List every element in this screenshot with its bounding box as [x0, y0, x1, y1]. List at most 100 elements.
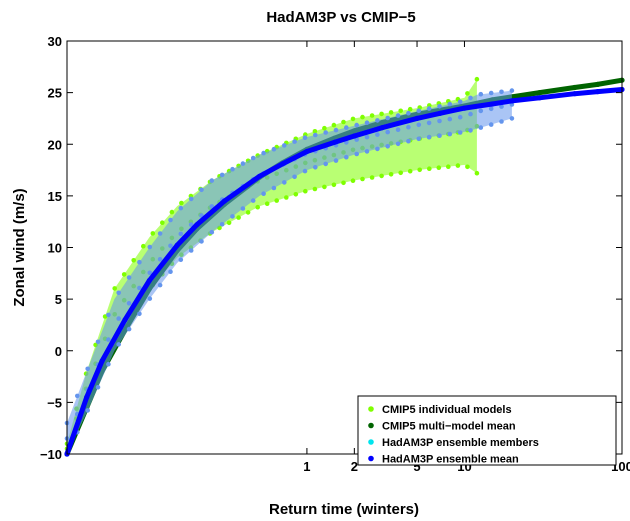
series-3-point	[178, 205, 184, 211]
series-1-point	[169, 209, 175, 215]
series-3-point	[313, 165, 318, 170]
series-3-point	[364, 134, 370, 140]
series-1-point	[236, 215, 241, 220]
series-3-point	[85, 366, 90, 372]
series-1-point	[446, 164, 451, 169]
series-3-point	[126, 301, 132, 306]
series-1-point	[465, 91, 470, 96]
series-3-point	[478, 108, 484, 114]
series-3-point	[240, 206, 246, 211]
series-1-point	[131, 258, 136, 263]
series-3-point	[168, 269, 173, 275]
series-1-point	[407, 168, 413, 174]
data-layer	[64, 76, 625, 457]
series-3-point	[499, 89, 504, 95]
x-tick-label: 1	[303, 459, 310, 474]
series-3-point	[416, 122, 422, 128]
series-1-point	[398, 108, 404, 114]
series-1-point	[331, 122, 337, 128]
series-3-point	[199, 239, 204, 244]
y-tick-label: 5	[55, 292, 62, 307]
series-1-point	[255, 204, 260, 210]
legend-box	[357, 395, 617, 466]
series-3-point	[116, 290, 121, 296]
series-3-point	[344, 154, 349, 160]
series-1-point	[465, 164, 470, 170]
series-1-point	[245, 210, 251, 215]
legend-marker-4	[368, 455, 374, 462]
series-3-point	[385, 115, 391, 121]
series-3-point	[106, 337, 111, 342]
series-1-point	[121, 272, 127, 277]
series-3-point	[437, 118, 442, 124]
series-3-point	[271, 185, 277, 191]
series-4-point	[256, 173, 263, 179]
series-3-point	[199, 187, 204, 193]
series-1-point	[474, 76, 480, 82]
series-3-point	[302, 168, 308, 174]
series-1-point	[264, 201, 270, 206]
series-3-point	[292, 174, 297, 180]
series-1-point	[293, 192, 299, 197]
series-3-point	[209, 204, 215, 209]
series-3-point	[106, 312, 111, 318]
series-3-point	[250, 198, 256, 203]
series-3-point	[509, 116, 515, 121]
series-4-point	[572, 91, 578, 97]
y-tick-label: 30	[48, 34, 62, 49]
series-3-point	[437, 104, 442, 109]
series-3-point	[426, 134, 432, 140]
series-1-point	[388, 172, 394, 177]
series-3-point	[168, 243, 173, 249]
series-1-point	[284, 195, 289, 200]
series-3-point	[219, 222, 225, 227]
series-3-point	[147, 270, 153, 276]
series-4-point	[332, 139, 338, 145]
series-3-point	[126, 326, 132, 332]
series-3-point	[354, 151, 360, 157]
series-3-point	[85, 408, 90, 413]
series-3-point	[426, 120, 432, 126]
series-3-point	[323, 130, 329, 135]
series-3-point	[106, 361, 111, 367]
legend-marker-2	[368, 422, 374, 429]
series-3-point	[75, 393, 80, 399]
series-4-point	[437, 110, 443, 116]
series-1-point	[369, 113, 375, 118]
series-3-point	[375, 132, 380, 137]
series-3-point	[447, 116, 453, 122]
series-3-point	[364, 120, 370, 125]
series-1-point	[398, 170, 404, 176]
series-3-point	[95, 339, 101, 345]
legend-marker-1	[368, 406, 374, 412]
series-4-point	[279, 161, 286, 167]
series-1-point	[341, 180, 346, 186]
series-1-point	[179, 200, 184, 206]
series-3-point	[499, 104, 504, 109]
series-3-point	[509, 88, 515, 93]
series-4	[64, 86, 625, 457]
series-1-point	[350, 178, 356, 183]
series-3-point	[302, 135, 308, 140]
series-1-point	[303, 188, 308, 194]
y-tick-label: 15	[48, 189, 62, 204]
series-1-point	[274, 198, 280, 203]
series-1-point	[322, 125, 327, 131]
series-4-point	[351, 133, 357, 139]
series-3-point	[395, 113, 401, 118]
series-3-point	[178, 231, 184, 237]
series-1-point	[474, 170, 480, 176]
series-2-point	[572, 84, 578, 91]
series-1-point	[427, 166, 432, 171]
series-1-point	[417, 167, 423, 173]
series-3-point	[406, 138, 411, 144]
series-3-point	[116, 316, 121, 321]
series-4-point	[99, 358, 105, 364]
series-3-point	[437, 133, 442, 138]
series-1-point	[379, 173, 384, 179]
series-3-point	[375, 118, 380, 123]
series-3-point	[406, 124, 411, 130]
series-3-point	[406, 110, 411, 116]
series-1-point	[360, 114, 365, 120]
